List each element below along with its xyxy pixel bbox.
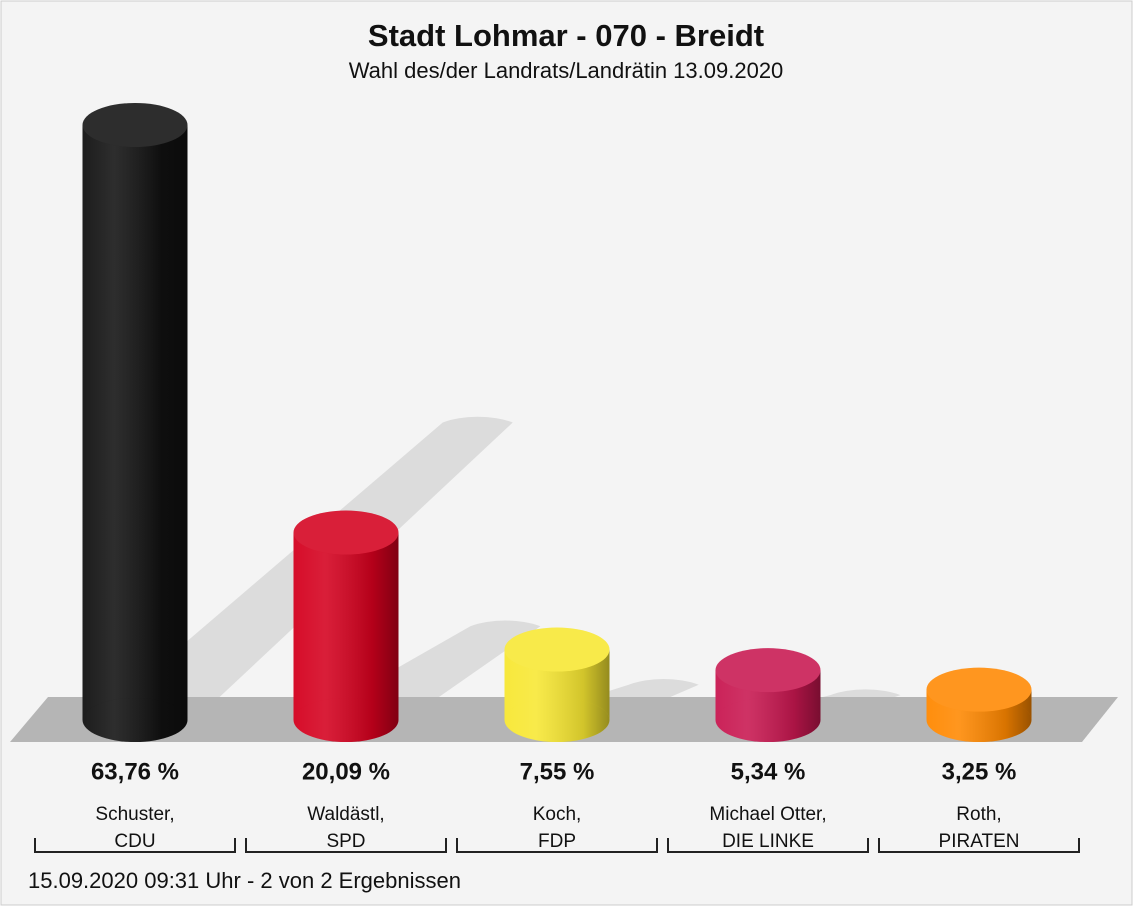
bar-top [293,510,399,555]
chart-subtitle: Wahl des/der Landrats/Landrätin 13.09.20… [349,58,784,83]
bar-bottom-shading [82,698,188,742]
category-label: Waldästl, SPD [307,804,384,852]
category-label-line: FDP [538,831,576,852]
category-label-line: SPD [326,831,365,852]
category-bracket [245,838,447,853]
bar-top [926,667,1032,712]
bar-top-highlight [82,103,188,147]
bar-bottom-shading [293,698,399,742]
value-label: 5,34 % [731,758,806,785]
chart-title: Stadt Lohmar - 070 - Breidt [368,18,764,53]
category-label: Roth, PIRATEN [939,804,1020,852]
bar-bottom-shading [926,698,1032,742]
category-label-line: Waldästl, [307,804,384,825]
value-label: 3,25 % [942,758,1017,785]
category-label-line: DIE LINKE [722,831,814,852]
value-label: 7,55 % [520,758,595,785]
bar [82,103,188,742]
bar-top [504,627,610,672]
category-label: Michael Otter, DIE LINKE [709,804,826,852]
bar-top-highlight [715,648,821,693]
category-label-line: PIRATEN [939,831,1020,852]
bar-top [82,103,188,147]
category-label-line: CDU [114,831,155,852]
bar-top-highlight [504,627,610,672]
bar-bottom-shading [504,698,610,742]
category-label-line: Michael Otter, [709,804,826,825]
category-bracket [667,838,869,853]
bar-shading [293,532,399,720]
category-label: Koch, FDP [533,804,582,852]
category-label-line: Roth, [956,804,1001,825]
bar [293,510,399,742]
category-label-line: Koch, [533,804,582,825]
bar-top-highlight [926,667,1032,712]
category-bracket [34,838,236,853]
value-label: 63,76 % [91,758,179,785]
footer: 15.09.2020 09:31 Uhr - 2 von 2 Ergebniss… [28,868,461,893]
bar [504,627,610,742]
category-bracket [878,838,1080,853]
bar [715,648,821,742]
bar-top [715,648,821,693]
category-label-line: Schuster, [95,804,174,825]
category-label: Schuster, CDU [95,804,174,852]
bar-shading [82,125,188,720]
bar-bottom-shading [715,698,821,742]
value-label: 20,09 % [302,758,390,785]
category-bracket [456,838,658,853]
bar-top-highlight [293,510,399,555]
bar [926,667,1032,742]
